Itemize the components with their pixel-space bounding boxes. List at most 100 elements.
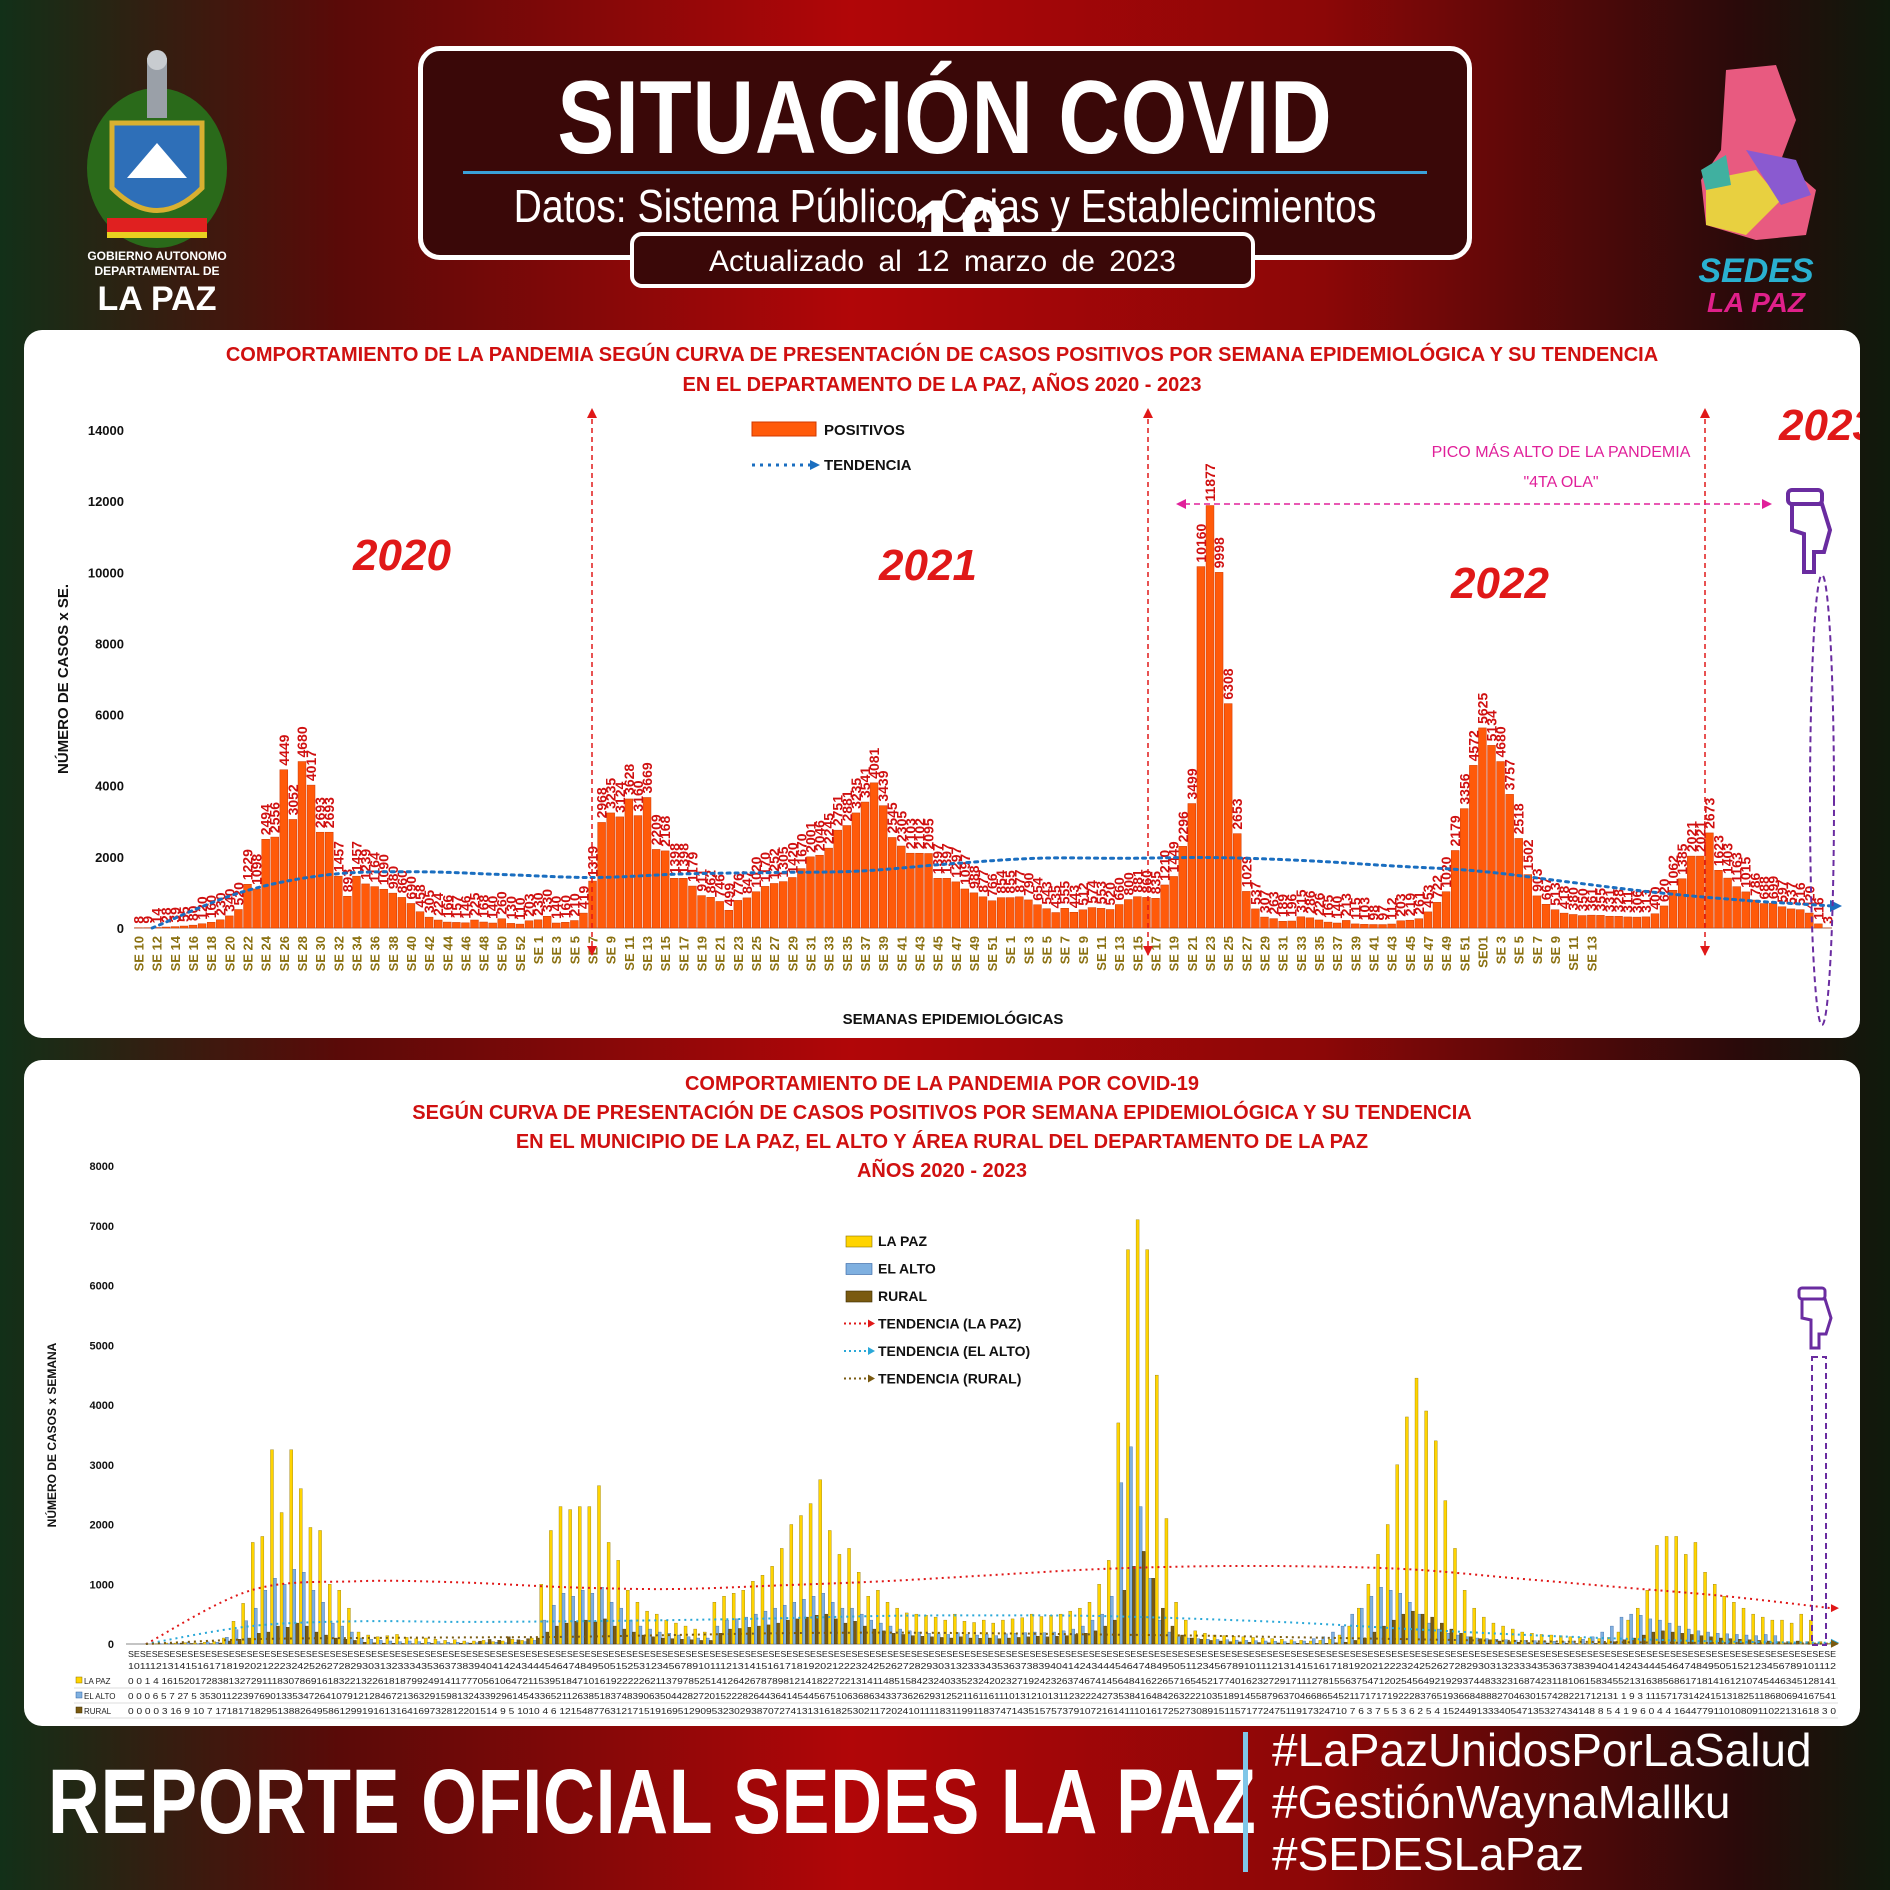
chart2-bar-rural bbox=[622, 1628, 626, 1645]
chart2-table-label-1: EL ALTO bbox=[84, 1692, 115, 1701]
chart2-bar-rural bbox=[901, 1634, 905, 1645]
chart2-bar-la-paz bbox=[1087, 1601, 1092, 1645]
chart1-x-tick: SE 33 bbox=[1294, 936, 1309, 971]
chart2-bar-el-alto bbox=[648, 1628, 652, 1645]
chart1-bar bbox=[1260, 916, 1269, 929]
chart1-x-tick: SE 37 bbox=[1330, 936, 1345, 971]
chart1-bar bbox=[906, 852, 915, 929]
chart2-bar-la-paz bbox=[924, 1615, 928, 1645]
chart1-bar bbox=[225, 915, 234, 929]
chart2-table-values-1: 0 0 0 6 5 7 27 5 35301122397690133534726… bbox=[128, 1692, 1837, 1701]
chart1-x-tick: SE 18 bbox=[204, 936, 219, 971]
chart1-x-tick: SE 21 bbox=[1185, 936, 1200, 971]
chart1-bar bbox=[1723, 877, 1732, 929]
chart1-data-label: 350 bbox=[1574, 888, 1590, 912]
chart1-x-tick: SE 3 bbox=[1494, 936, 1509, 964]
pointing-hand-icon bbox=[1786, 488, 1833, 574]
hashtag-1[interactable]: #LaPazUnidosPorLaSalud bbox=[1272, 1724, 1812, 1776]
chart1-data-label: 98 bbox=[1365, 905, 1381, 921]
chart2-bar-rural bbox=[497, 1640, 501, 1645]
chart1-data-label: 305 bbox=[421, 890, 437, 914]
chart1-data-label: 443 bbox=[1066, 885, 1082, 909]
chart1-data-label: 380 bbox=[1565, 887, 1581, 911]
chart1-data-label: 512 bbox=[1075, 882, 1091, 906]
chart2-bar-el-alto bbox=[1437, 1628, 1441, 1645]
chart1-data-label: 2296 bbox=[1175, 811, 1191, 842]
chart2-bar-el-alto bbox=[1744, 1634, 1749, 1645]
chart2-bar-la-paz bbox=[1174, 1601, 1178, 1645]
chart2-bar-rural bbox=[795, 1618, 800, 1645]
chart2-bar-el-alto bbox=[1398, 1593, 1402, 1645]
chart1-bar bbox=[1323, 921, 1333, 929]
chart2-bar-rural bbox=[603, 1618, 607, 1645]
chart1-x-tick: SE 5 bbox=[1040, 936, 1055, 964]
chart2-bar-el-alto bbox=[831, 1601, 835, 1645]
chart2-legend-label-0: LA PAZ bbox=[878, 1233, 927, 1249]
chart1-data-label: 3669 bbox=[639, 762, 655, 793]
chart2-subtitle-1: SEGÚN CURVA DE PRESENTACIÓN DE CASOS POS… bbox=[412, 1102, 1472, 1124]
chart2-bar-rural bbox=[180, 1642, 184, 1645]
chart2-bar-el-alto bbox=[513, 1642, 518, 1645]
chart2-bar-el-alto bbox=[1071, 1628, 1075, 1645]
hashtag-3[interactable]: #SEDESLaPaz bbox=[1272, 1828, 1584, 1880]
chart1-data-label: 306 bbox=[1629, 890, 1645, 914]
chart1-data-label: 2693 bbox=[321, 797, 337, 828]
chart2-bar-rural bbox=[1064, 1635, 1069, 1645]
chart2-bar-rural bbox=[757, 1625, 761, 1645]
chart2-bar-rural bbox=[978, 1638, 982, 1645]
chart1-bar bbox=[1632, 916, 1641, 929]
chart1-bar bbox=[788, 877, 797, 929]
chart1-x-tick: SE 5 bbox=[1512, 936, 1527, 964]
chart1-x-tick: SE 26 bbox=[277, 936, 292, 971]
chart1-data-label: 1502 bbox=[1520, 839, 1536, 870]
chart1-bar bbox=[1278, 921, 1287, 929]
chart1-data-label: 3628 bbox=[621, 764, 637, 795]
chart1-bar bbox=[996, 897, 1006, 929]
hashtag-2[interactable]: #GestiónWaynaMallku bbox=[1272, 1776, 1731, 1828]
chart2-bar-la-paz bbox=[1482, 1616, 1486, 1645]
chart2-bar-el-alto bbox=[273, 1578, 277, 1645]
chart2-y-tick-5: 5000 bbox=[90, 1340, 114, 1352]
chart1-x-tick: SE 9 bbox=[604, 936, 619, 964]
chart1-data-label: 877 bbox=[1011, 869, 1027, 893]
logo-text-line-1: GOBIERNO AUTONOMO bbox=[87, 249, 226, 263]
chart1-bar bbox=[1287, 920, 1296, 929]
chart2-bar-rural bbox=[555, 1625, 559, 1645]
chart1-bar bbox=[615, 816, 624, 929]
chart2-bar-rural bbox=[670, 1638, 674, 1645]
chart2-bar-el-alto bbox=[609, 1601, 614, 1645]
chart1-bar bbox=[325, 831, 334, 929]
chart1-bar bbox=[315, 831, 325, 929]
chart1-x-tick: SE 49 bbox=[967, 936, 982, 971]
updated-date-badge: Actualizado al 12 marzo de 2023 bbox=[630, 232, 1255, 288]
chart1-data-label: 3 bbox=[1819, 916, 1835, 924]
chart1-x-tick: SE 7 bbox=[1058, 936, 1073, 964]
chart2-bar-la-paz bbox=[905, 1612, 909, 1645]
title-divider bbox=[463, 171, 1427, 174]
chart1-x-tick: SE 19 bbox=[1167, 936, 1182, 971]
chart2-bar-la-paz bbox=[1107, 1560, 1111, 1645]
chart1-bar bbox=[1251, 908, 1260, 929]
chart1-data-label: 219 bbox=[1402, 893, 1418, 917]
chart1-plot: 0 2000 4000 6000 8000 10000 12000 14000 NÚMERO D… bbox=[54, 401, 1860, 1028]
chart1-x-tick: SE 35 bbox=[840, 936, 855, 971]
chart2-bar-rural bbox=[1690, 1634, 1694, 1645]
chart1-x-tick: SE 24 bbox=[259, 935, 274, 971]
chart1-x-tick: SE 14 bbox=[168, 935, 183, 971]
chart2-bar-rural bbox=[382, 1642, 386, 1645]
chart2-bar-la-paz bbox=[549, 1530, 553, 1645]
chart1-data-label: 157 bbox=[448, 895, 464, 919]
chart1-data-label: 862 bbox=[703, 870, 719, 894]
chart2-bar-el-alto bbox=[917, 1631, 922, 1645]
chart1-bar bbox=[1223, 703, 1233, 929]
chart2-bar-el-alto bbox=[484, 1642, 489, 1645]
chart2-x-tick-row-2: 1011121314151617181920212223242526272829… bbox=[128, 1662, 1837, 1671]
year-label-2022: 2022 bbox=[1450, 559, 1549, 608]
chart2-table-swatch-1 bbox=[75, 1691, 83, 1699]
chart1-data-label: 654 bbox=[1029, 877, 1045, 901]
chart2-table-values-0: 0 0 1 4 16152017283813272911183078691618… bbox=[128, 1677, 1837, 1686]
chart1-x-tick: SE 38 bbox=[386, 936, 401, 971]
chart1-title: COMPORTAMIENTO DE LA PANDEMIA SEGÚN CURV… bbox=[225, 344, 1659, 366]
chart1-x-tick: SE 13 bbox=[1112, 936, 1127, 971]
chart2-bar-el-alto bbox=[494, 1642, 498, 1645]
